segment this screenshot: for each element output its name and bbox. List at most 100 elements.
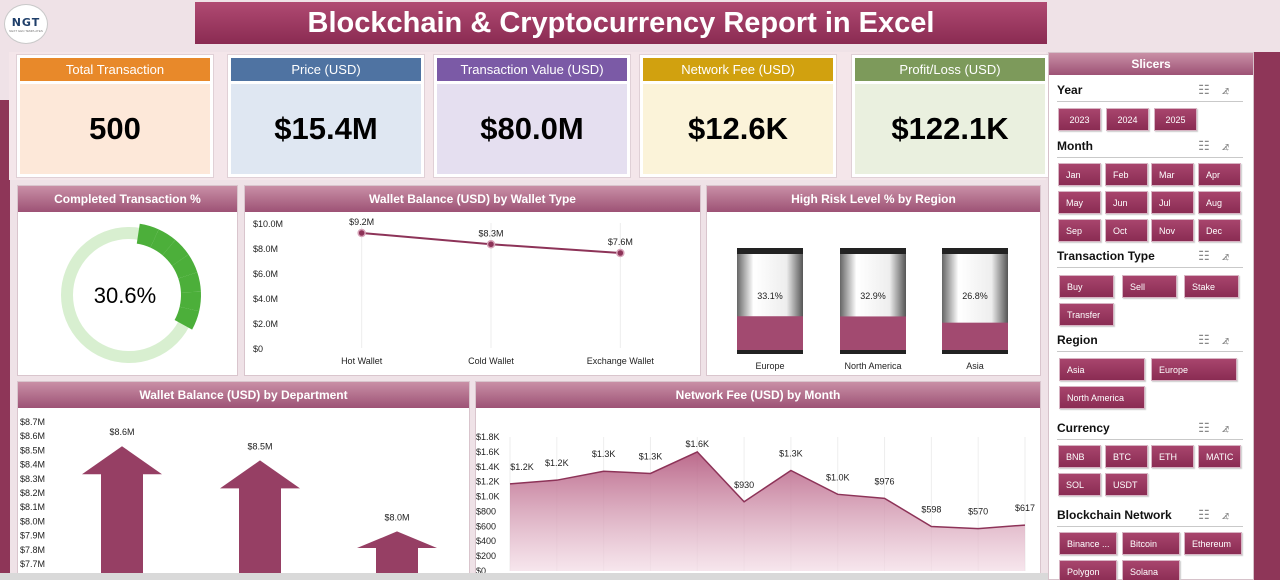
slicer-item[interactable]: Jul <box>1151 191 1194 214</box>
data-label: $1.6K <box>686 439 710 449</box>
multi-select-icon[interactable]: ☷ <box>1198 420 1222 435</box>
multi-select-icon[interactable]: ☷ <box>1198 138 1222 153</box>
bar-cap <box>942 248 1008 254</box>
slicer-item[interactable]: ETH <box>1151 445 1194 468</box>
data-label: $8.6M <box>109 427 134 437</box>
donut-segment <box>162 239 189 266</box>
network-fee-area-chart: $0 $200 $400 $600 $800 $1.0K $1.2K $1.4K $1.6K $1… <box>476 432 1035 576</box>
slicer-item[interactable]: Mar <box>1151 163 1194 186</box>
slicer-item[interactable]: Nov <box>1151 219 1194 242</box>
y-tick-label: $8.0M <box>253 244 278 254</box>
clear-filter-icon[interactable]: ⦨ <box>1221 420 1241 435</box>
ngt-logo: NGT NEXT GEN TEMPLATES <box>4 4 48 44</box>
horizontal-scrollbar[interactable] <box>0 573 1048 580</box>
slicer-item[interactable]: 2023 <box>1058 108 1101 131</box>
y-tick-label: $8.4M <box>20 460 45 470</box>
y-tick-label: $8.1M <box>20 502 45 512</box>
y-tick-label: $7.7M <box>20 559 45 569</box>
slicer-item[interactable]: Stake <box>1184 275 1239 298</box>
donut-segment <box>174 306 200 330</box>
y-tick-label: $7.8M <box>20 545 45 555</box>
bar-base <box>942 350 1008 354</box>
y-tick-label: $200 <box>476 551 496 561</box>
slicer-item[interactable]: MATIC <box>1198 445 1241 468</box>
data-label: 32.9% <box>860 291 886 301</box>
bar <box>357 531 437 579</box>
slicers-panel: Slicers Year ☷⦨ 2023 2024 2025 Month ☷⦨ Jan Feb M… <box>1048 52 1254 580</box>
donut-segment <box>150 229 176 256</box>
multi-select-icon[interactable]: ☷ <box>1198 507 1222 522</box>
kpi-label: Total Transaction <box>20 58 210 84</box>
y-tick-label: $8.7M <box>20 417 45 427</box>
slicer-item[interactable]: Jan <box>1058 163 1101 186</box>
x-tick-label: Europe <box>755 361 784 371</box>
slicer-item[interactable]: Dec <box>1198 219 1241 242</box>
clear-filter-icon[interactable]: ⦨ <box>1221 248 1241 263</box>
donut-segment <box>178 272 201 293</box>
slicer-controls: ☷⦨ <box>1198 332 1241 348</box>
kpi-card: Transaction Value (USD) $80.0M <box>434 55 630 177</box>
slicer-item[interactable]: Europe <box>1151 358 1237 381</box>
bar-cap <box>840 248 906 254</box>
y-tick-label: $0 <box>476 566 486 576</box>
multi-select-icon[interactable]: ☷ <box>1198 82 1222 97</box>
kpi-card: Total Transaction 500 <box>17 55 213 177</box>
y-tick-label: $8.0M <box>20 516 45 526</box>
clear-filter-icon[interactable]: ⦨ <box>1221 82 1241 97</box>
slicer-item[interactable]: Apr <box>1198 163 1241 186</box>
kpi-label: Transaction Value (USD) <box>437 58 627 84</box>
slicer-item[interactable]: SOL <box>1058 473 1101 496</box>
department-panel: Wallet Balance (USD) by Department $8.7M… <box>17 381 470 580</box>
slicer-item[interactable]: Aug <box>1198 191 1241 214</box>
logo-subtitle: NEXT GEN TEMPLATES <box>9 28 43 33</box>
clear-filter-icon[interactable]: ⦨ <box>1221 507 1241 522</box>
slicer-item[interactable]: Feb <box>1105 163 1148 186</box>
kpi-card: Price (USD) $15.4M <box>228 55 424 177</box>
data-label: $1.2K <box>545 458 569 468</box>
slicer-item[interactable]: Transfer <box>1059 303 1114 326</box>
slicer-item[interactable]: Binance ... <box>1059 532 1117 555</box>
slicer-item[interactable]: Bitcoin <box>1122 532 1180 555</box>
y-tick-label: $10.0M <box>253 219 283 229</box>
slicer-item[interactable]: Buy <box>1059 275 1114 298</box>
slicer-title: Year <box>1057 83 1083 97</box>
slicer-item[interactable]: USDT <box>1105 473 1148 496</box>
slicer-item[interactable]: Solana <box>1122 560 1180 580</box>
data-label: 33.1% <box>757 291 783 301</box>
slicer-item[interactable]: North America <box>1059 386 1145 409</box>
slicer-item[interactable]: 2025 <box>1154 108 1197 131</box>
slicer-item[interactable]: May <box>1058 191 1101 214</box>
slicer-title: Transaction Type <box>1057 249 1155 263</box>
slicer-item[interactable]: BTC <box>1105 445 1148 468</box>
wallet-type-line-chart: $0 $2.0M $4.0M $6.0M $8.0M $10.0M Hot Wallet Co… <box>253 217 655 366</box>
multi-select-icon[interactable]: ☷ <box>1198 248 1222 263</box>
series-area <box>510 451 1025 571</box>
clear-filter-icon[interactable]: ⦨ <box>1221 332 1241 347</box>
slicer-item[interactable]: 2024 <box>1106 108 1149 131</box>
donut-segment <box>179 291 201 312</box>
kpi-value: $122.1K <box>891 111 1009 146</box>
slicer-item[interactable]: Polygon <box>1059 560 1117 580</box>
bar <box>737 316 803 350</box>
slicer-item[interactable]: Asia <box>1059 358 1145 381</box>
y-tick-label: $800 <box>476 506 496 516</box>
slicers-title: Slicers <box>1049 53 1253 75</box>
slicer-item[interactable]: Oct <box>1105 219 1148 242</box>
slicer-divider <box>1057 101 1243 102</box>
data-label: $598 <box>921 504 941 514</box>
slicer-item[interactable]: Sell <box>1122 275 1177 298</box>
slicer-item[interactable]: Sep <box>1058 219 1101 242</box>
slicer-divider <box>1057 351 1243 352</box>
clear-filter-icon[interactable]: ⦨ <box>1221 138 1241 153</box>
slicer-item[interactable]: Ethereum <box>1184 532 1242 555</box>
multi-select-icon[interactable]: ☷ <box>1198 332 1222 347</box>
slicer-item[interactable]: BNB <box>1058 445 1101 468</box>
bar-base <box>737 350 803 354</box>
y-tick-label: $8.6M <box>20 431 45 441</box>
slicer-item[interactable]: Jun <box>1105 191 1148 214</box>
bar <box>220 460 300 579</box>
kpi-value: $80.0M <box>480 111 584 146</box>
x-tick-label: Exchange Wallet <box>587 356 655 366</box>
y-tick-label: $1.4K <box>476 462 500 472</box>
completed-transaction-panel: Completed Transaction % 30.6% <box>17 185 238 376</box>
